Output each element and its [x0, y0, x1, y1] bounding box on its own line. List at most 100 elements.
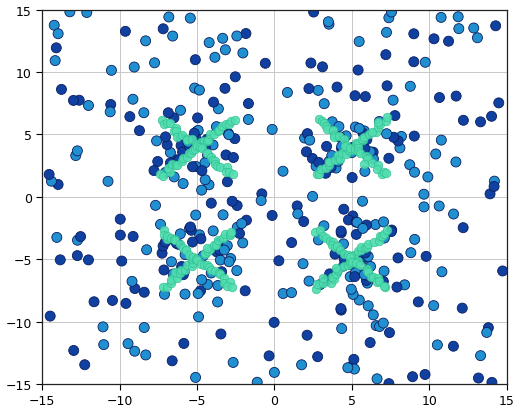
Point — [226, 232, 234, 239]
Point — [342, 151, 350, 158]
Point — [106, 109, 114, 116]
Point — [375, 119, 384, 126]
Point — [322, 123, 330, 130]
Point — [385, 15, 393, 22]
Point — [203, 151, 212, 157]
Point — [83, 10, 91, 17]
Point — [165, 14, 173, 21]
Point — [201, 251, 209, 257]
Point — [183, 154, 191, 161]
Point — [320, 223, 328, 230]
Point — [421, 60, 430, 66]
Point — [206, 246, 214, 252]
Point — [476, 352, 485, 359]
Point — [363, 155, 372, 162]
Point — [90, 299, 98, 305]
Point — [326, 238, 334, 244]
Point — [202, 262, 211, 268]
Point — [470, 26, 478, 32]
Point — [163, 233, 171, 240]
Point — [223, 179, 231, 186]
Point — [192, 136, 200, 142]
Point — [170, 115, 178, 122]
Point — [231, 136, 239, 142]
Point — [363, 266, 371, 273]
Point — [445, 39, 453, 45]
Point — [185, 150, 193, 157]
Point — [430, 36, 438, 43]
Point — [356, 270, 364, 276]
Point — [194, 314, 203, 320]
Point — [159, 243, 167, 250]
Point — [279, 169, 287, 175]
Point — [387, 9, 396, 16]
Point — [223, 164, 231, 171]
Point — [352, 260, 360, 267]
Point — [348, 175, 356, 181]
Point — [183, 137, 191, 144]
Point — [340, 256, 348, 263]
Point — [207, 270, 215, 277]
Point — [319, 275, 328, 282]
Point — [347, 286, 356, 293]
Point — [373, 163, 382, 169]
Point — [354, 259, 362, 265]
Point — [283, 90, 292, 97]
Point — [369, 150, 378, 156]
Point — [334, 267, 342, 273]
Point — [231, 117, 239, 124]
Point — [197, 236, 205, 242]
Point — [193, 143, 202, 150]
Point — [369, 156, 378, 163]
Point — [380, 219, 388, 225]
Point — [189, 146, 197, 152]
Point — [232, 33, 241, 40]
Point — [353, 219, 361, 226]
Point — [340, 136, 348, 142]
Point — [355, 297, 363, 304]
Point — [435, 95, 444, 102]
Point — [380, 231, 388, 238]
Point — [355, 39, 363, 46]
Point — [356, 262, 365, 268]
Point — [203, 281, 212, 288]
Point — [314, 237, 322, 244]
Point — [192, 164, 200, 171]
Point — [194, 128, 202, 134]
Point — [351, 146, 359, 152]
Point — [340, 263, 348, 270]
Point — [229, 359, 237, 366]
Point — [385, 156, 393, 162]
Point — [186, 144, 194, 151]
Point — [474, 375, 483, 382]
Point — [215, 128, 223, 134]
Point — [153, 159, 162, 165]
Point — [337, 228, 345, 235]
Point — [279, 290, 287, 297]
Point — [371, 222, 380, 228]
Point — [314, 281, 322, 287]
Point — [303, 332, 311, 339]
Point — [198, 277, 206, 283]
Point — [189, 147, 197, 154]
Point — [372, 129, 380, 135]
Point — [161, 134, 170, 141]
Point — [336, 249, 344, 256]
Point — [322, 166, 330, 172]
Point — [438, 269, 446, 275]
Point — [410, 169, 419, 176]
Point — [244, 117, 253, 123]
Point — [326, 271, 334, 278]
Point — [170, 236, 178, 242]
Point — [73, 237, 82, 244]
Point — [303, 131, 311, 138]
Point — [53, 235, 61, 241]
Point — [210, 100, 218, 106]
Point — [350, 252, 358, 259]
Point — [316, 282, 324, 288]
Point — [430, 303, 438, 309]
Point — [214, 237, 222, 244]
Point — [327, 165, 335, 171]
Point — [70, 347, 78, 354]
Point — [318, 118, 326, 125]
